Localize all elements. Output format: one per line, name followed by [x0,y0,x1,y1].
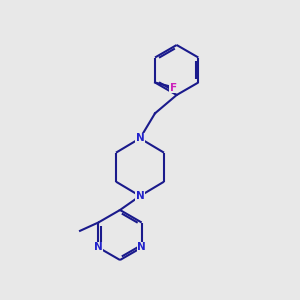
Text: N: N [136,133,144,143]
Text: F: F [170,82,177,92]
Text: N: N [94,242,103,253]
Text: N: N [136,191,144,201]
Text: N: N [137,242,146,253]
